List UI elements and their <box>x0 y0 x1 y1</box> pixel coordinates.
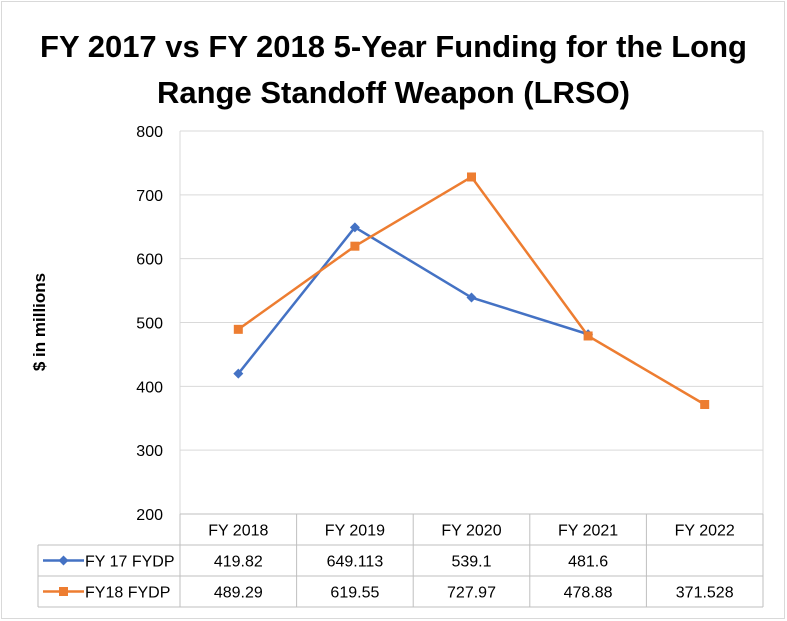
series-line <box>237 226 589 375</box>
x-tick-label: FY 2018 <box>208 523 268 540</box>
x-tick-label: FY 2022 <box>675 523 735 540</box>
data-point <box>466 292 477 303</box>
data-table-cell: 539.1 <box>451 554 491 571</box>
y-tick-label: 600 <box>136 252 163 269</box>
data-table-cell: 371.528 <box>676 585 734 602</box>
y-tick-label: 800 <box>136 124 163 141</box>
y-tick-label: 400 <box>136 379 163 396</box>
y-tick-label: 500 <box>136 316 163 333</box>
y-tick-label: 300 <box>136 443 163 460</box>
y-tick-label: 200 <box>136 507 163 524</box>
x-tick-label: FY 2019 <box>325 523 385 540</box>
legend-key-marker <box>59 587 68 596</box>
data-point <box>233 324 243 334</box>
data-table-cell: 419.82 <box>214 554 263 571</box>
data-table-cell: 727.97 <box>447 585 496 602</box>
x-tick-label: FY 2021 <box>558 523 618 540</box>
data-table-cell: 481.6 <box>568 554 608 571</box>
x-tick-label: FY 2020 <box>441 523 501 540</box>
series-line <box>237 175 706 406</box>
data-point <box>349 222 360 233</box>
y-tick-label: 700 <box>136 188 163 205</box>
data-table-cell: 489.29 <box>214 585 263 602</box>
data-point <box>467 172 476 182</box>
data-point <box>583 331 593 341</box>
data-table-cell: 619.55 <box>330 585 379 602</box>
data-table-cell: 649.113 <box>327 554 384 571</box>
data-point <box>700 400 710 410</box>
data-point <box>350 241 360 251</box>
legend-label: FY 17 FYDP <box>85 554 175 571</box>
legend-label: FY18 FYDP <box>85 585 170 602</box>
legend-key-marker <box>58 555 69 566</box>
data-table-cell: 478.88 <box>564 585 613 602</box>
data-point <box>233 368 244 379</box>
chart-title: FY 2017 vs FY 2018 5-Year Funding for th… <box>40 29 747 110</box>
